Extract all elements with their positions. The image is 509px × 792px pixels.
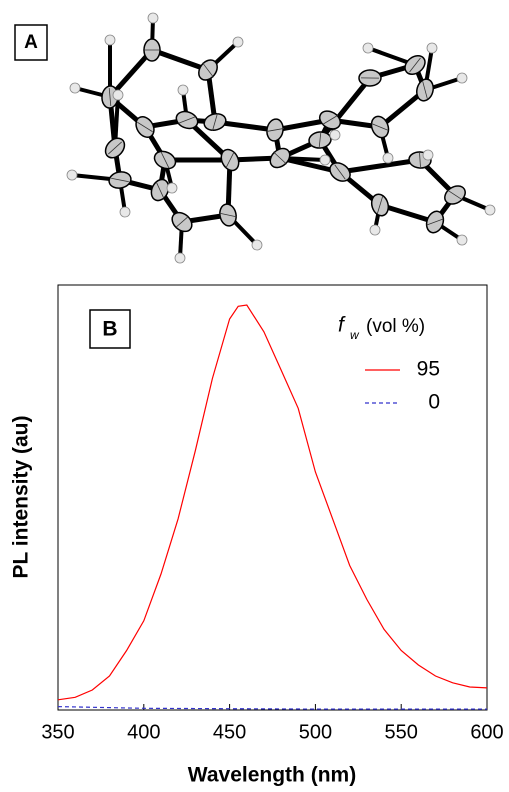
hydrogen-atom [329, 129, 341, 141]
hydrogen-atom [69, 82, 81, 94]
legend-title-subscript: w [350, 328, 360, 342]
hydrogen-atom [251, 239, 263, 251]
hydrogen-atom [147, 12, 159, 24]
atom-axis [273, 151, 287, 165]
atom-axis [318, 131, 322, 149]
atom-axis [212, 113, 218, 131]
hydrogen-atom [166, 182, 178, 194]
hydrogen-atom [177, 84, 189, 96]
atom-axis [447, 189, 463, 201]
hydrogen-atom [456, 72, 468, 84]
y-axis-label: PL intensity (au) [10, 416, 33, 579]
atom-axis [202, 62, 214, 78]
bond [379, 202, 436, 225]
legend-title-symbol: f [338, 314, 346, 337]
legend-label: 0 [428, 391, 440, 414]
data-line [57, 706, 487, 710]
atom-axis [334, 164, 346, 180]
panel-label-box [14, 24, 48, 61]
hydrogen-atom [66, 169, 78, 181]
atom-axis [418, 150, 422, 170]
molecule-structure [66, 12, 496, 264]
atom-axis [155, 181, 165, 199]
atom-axis [225, 151, 235, 169]
atom-axis [160, 151, 170, 169]
hydrogen-atom [362, 42, 374, 54]
atom-axis [111, 177, 129, 183]
atom-axis [322, 115, 338, 125]
hydrogen-atom [382, 152, 394, 164]
bond [318, 76, 372, 142]
hydrogen-atom [426, 42, 438, 54]
bond [339, 157, 421, 175]
x-tick-label: 600 [470, 721, 503, 743]
plot-frame [57, 284, 488, 711]
hydrogen-atom [369, 224, 381, 236]
data-line [57, 304, 488, 701]
x-tick-label: 350 [41, 721, 74, 743]
panel-label: A [24, 32, 38, 53]
hydrogen-atom [104, 34, 116, 46]
hydrogen-atom [484, 204, 496, 216]
atom-axis [371, 123, 389, 131]
hydrogen-atom [456, 234, 468, 246]
atom-axis [108, 141, 122, 155]
atom-axis [219, 212, 237, 218]
atom-axis [422, 81, 428, 99]
hydrogen-atom [174, 252, 186, 264]
x-tick-label: 550 [385, 721, 418, 743]
panel-label: B [102, 318, 117, 341]
hydrogen-atom [422, 149, 434, 161]
hydrogen-atom [119, 206, 131, 218]
legend-label: 95 [417, 358, 440, 381]
atom-axis [426, 218, 444, 226]
atom-axis [409, 57, 421, 73]
bond [108, 48, 154, 99]
panel-label-box [89, 309, 131, 349]
x-tick-label: 400 [127, 721, 160, 743]
atom-axis [376, 196, 384, 214]
hydrogen-atom [112, 89, 124, 101]
atom-axis [137, 121, 153, 133]
legend-title: (vol %) [366, 316, 425, 337]
x-tick-label: 450 [213, 721, 246, 743]
atom-axis [108, 87, 112, 107]
bond [151, 47, 209, 73]
atom-axis [266, 128, 284, 132]
x-tick-label: 500 [299, 721, 332, 743]
atom-axis [174, 215, 190, 229]
hydrogen-atom [232, 36, 244, 48]
atom-axis [178, 116, 196, 124]
x-axis-label: Wavelength (nm) [188, 764, 356, 787]
hydrogen-atom [319, 154, 331, 166]
